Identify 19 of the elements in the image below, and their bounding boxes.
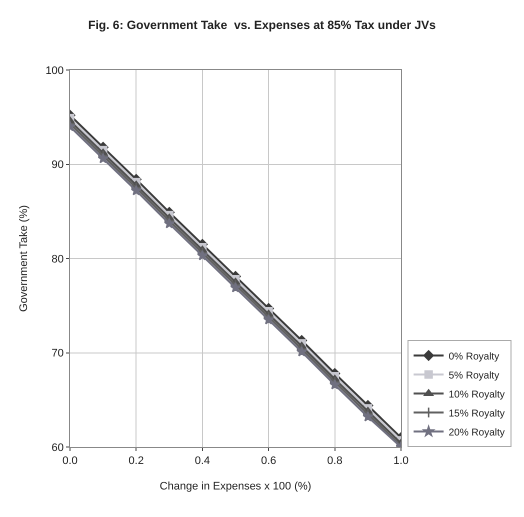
x-tick-label: 0.0 — [62, 455, 78, 468]
legend-label: 10% Royalty — [448, 389, 505, 400]
y-axis-title: Government Take (%) — [18, 205, 30, 312]
x-tick-label: 1.0 — [393, 455, 409, 468]
x-tick-label: 0.8 — [327, 455, 342, 468]
x-tick-label: 0.4 — [194, 455, 210, 468]
y-tick-label: 80 — [52, 253, 64, 266]
x-axis-title: Change in Expenses x 100 (%) — [160, 480, 312, 492]
legend-label: 5% Royalty — [448, 370, 500, 382]
legend-label: 0% Royalty — [448, 351, 500, 362]
legend-label: 20% Royalty — [448, 427, 505, 438]
x-tick-label: 0.2 — [128, 455, 144, 468]
legend-label: 15% Royalty — [448, 408, 505, 420]
y-tick-label: 70 — [52, 348, 64, 360]
y-tick-label: 90 — [52, 159, 64, 172]
y-tick-label: 100 — [45, 64, 64, 77]
y-tick-label: 60 — [52, 442, 64, 454]
chart-title: Fig. 6: Government Take vs. Expenses at 85% Tax under JVs — [88, 18, 436, 32]
x-tick-label: 0.6 — [260, 455, 276, 468]
